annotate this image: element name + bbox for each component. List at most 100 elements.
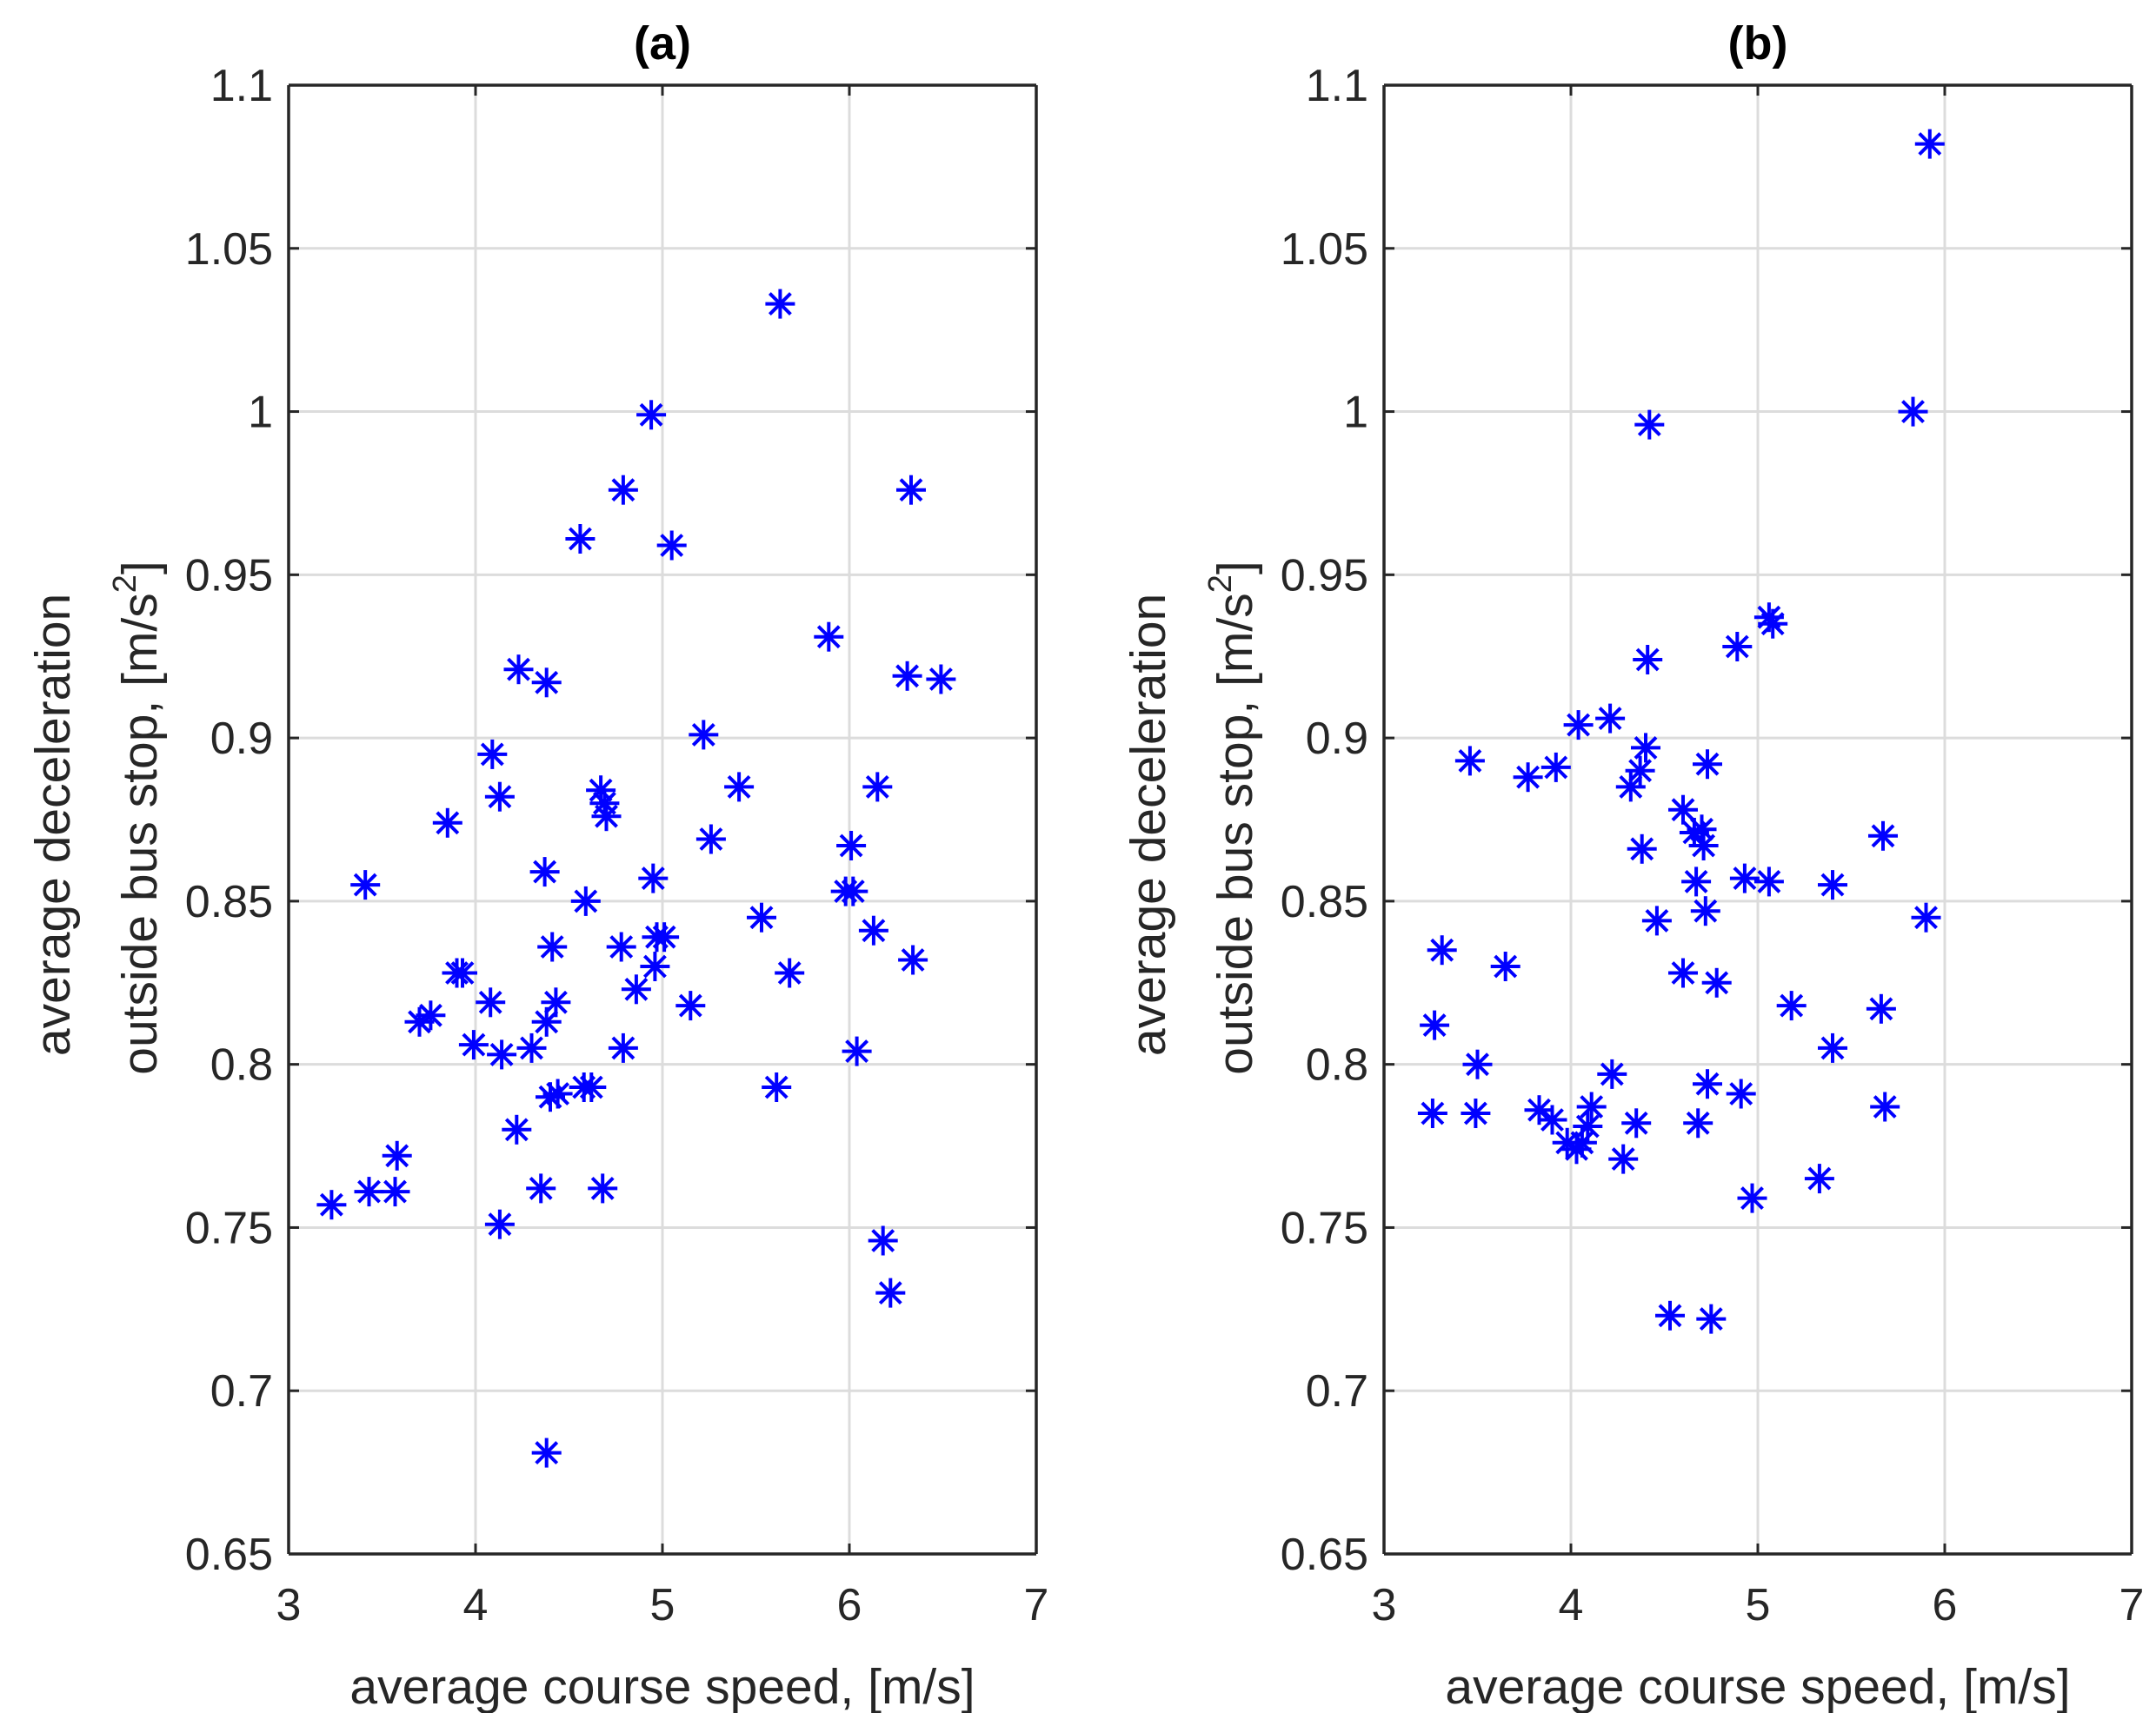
scatter-point [638,863,669,893]
scatter-point [484,781,515,812]
scatter-point [380,1177,410,1207]
scatter-point [1722,632,1753,661]
scatter-point [1625,755,1655,786]
scatter-point [542,1079,573,1109]
scatter-point [1420,1010,1450,1040]
scatter-point [1597,1059,1627,1089]
scatter-point [1804,1164,1834,1194]
y-tick-label: 0.8 [210,1040,273,1091]
y-axis-label-line1: average deceleration [25,594,81,1056]
scatter-point [1573,1112,1603,1141]
scatter-point [1681,866,1712,897]
scatter-point [1776,991,1807,1021]
scatter-point [1563,710,1594,740]
scatter-point [1818,870,1847,900]
scatter-point [1690,896,1720,926]
scatter-point [1417,1099,1447,1128]
scatter-point [503,654,534,685]
scatter-point [570,886,601,916]
scatter-point [350,870,381,900]
y-tick-label: 1.1 [210,61,273,111]
y-tick-label: 0.8 [1306,1040,1368,1091]
x-tick-label: 4 [1559,1580,1584,1630]
panel-b: 3 4 5 6 7 0.65 0.7 0.75 0.8 0.85 0.9 0.95 1 1.05 1.1 (… [1121,17,2144,1713]
scatter-point [448,958,477,988]
y-axis-label: average deceleration outside bus stop, [… [1121,561,1263,1074]
scatter-point [608,1032,638,1063]
tick-labels: 3 4 5 6 7 0.65 0.7 0.75 0.8 0.85 0.9 0.95 1 1.05 1.1 [1281,61,2145,1630]
scatter-point [1696,1304,1727,1334]
scatter-point [1737,1183,1767,1213]
scatter-point [640,952,670,981]
x-tick-label: 7 [1024,1580,1049,1630]
y-tick-label: 0.75 [1281,1203,1368,1253]
scatter-point [477,739,508,769]
scatter-point [636,400,667,430]
scatter-point [354,1177,384,1207]
y-tick-label: 1 [248,388,273,438]
scatter-point [1615,772,1646,802]
scatter-point [1490,952,1521,981]
y-tick-label: 0.95 [185,550,273,601]
scatter-point [896,475,926,505]
scatter-point [1540,752,1571,782]
scatter-point [868,1225,898,1256]
y-tick-label: 0.85 [185,877,273,927]
scatter-point [836,831,867,860]
scatter-point [842,1036,872,1066]
y-axis-label-superscript: 2 [107,574,143,593]
scatter-point [1627,833,1657,864]
x-tick-label: 5 [650,1580,675,1630]
scatter-point [1701,967,1732,998]
x-tick-label: 5 [1746,1580,1771,1630]
data-points [1417,129,1945,1334]
scatter-point [476,987,506,1018]
scatter-point [1513,762,1543,793]
scatter-point [1631,733,1660,763]
axes-frame [287,83,1038,1556]
scatter-point [656,530,687,561]
y-tick-label: 0.9 [210,714,273,764]
scatter-point [1688,831,1719,860]
scatter-point [649,922,680,953]
scatter-point [814,621,844,652]
scatter-point [1818,1032,1847,1063]
scatter-point [926,664,956,694]
y-axis-label: average deceleration outside bus stop, [… [25,561,168,1074]
y-tick-label: 0.65 [1281,1530,1368,1580]
panel-a: 3 4 5 6 7 0.65 0.7 0.75 0.8 0.85 0.9 0.95 1 1.05 1.1 (… [25,17,1048,1713]
scatter-point [588,1173,618,1204]
chart-title: (a) [634,17,691,70]
x-tick-label: 6 [1933,1580,1958,1630]
scatter-point [892,661,922,691]
y-tick-label: 1.05 [185,224,273,275]
x-tick-label: 6 [837,1580,862,1630]
x-tick-label: 3 [1372,1580,1397,1630]
scatter-point [1911,902,1941,933]
scatter-point [1726,1079,1756,1109]
y-tick-label: 0.7 [1306,1366,1368,1417]
scatter-point [689,720,719,750]
scatter-point [1634,409,1665,440]
scatter-point [1866,993,1896,1024]
scatter-point [1668,958,1698,988]
y-tick-label: 1.1 [1306,61,1368,111]
x-tick-label: 3 [276,1580,302,1630]
scatter-point [516,1032,547,1063]
y-tick-label: 1.05 [1281,224,1368,275]
axes-frame [1382,83,2133,1556]
tick-labels: 3 4 5 6 7 0.65 0.7 0.75 0.8 0.85 0.9 0.95 1 1.05 1.1 [185,61,1049,1630]
scatter-point [1693,749,1722,780]
scatter-point [1595,703,1626,734]
scatter-point [576,1072,607,1102]
scatter-point [1576,1092,1607,1122]
scatter-point [1461,1099,1491,1128]
y-axis-label-line2: outside bus stop, [m/s [112,593,168,1074]
scatter-point [541,987,571,1018]
scatter-point [862,772,893,802]
y-axis-label-close: ] [112,561,168,574]
scatter-point [1868,820,1898,851]
scatter-point [838,876,868,906]
scatter-point [1537,1105,1567,1135]
